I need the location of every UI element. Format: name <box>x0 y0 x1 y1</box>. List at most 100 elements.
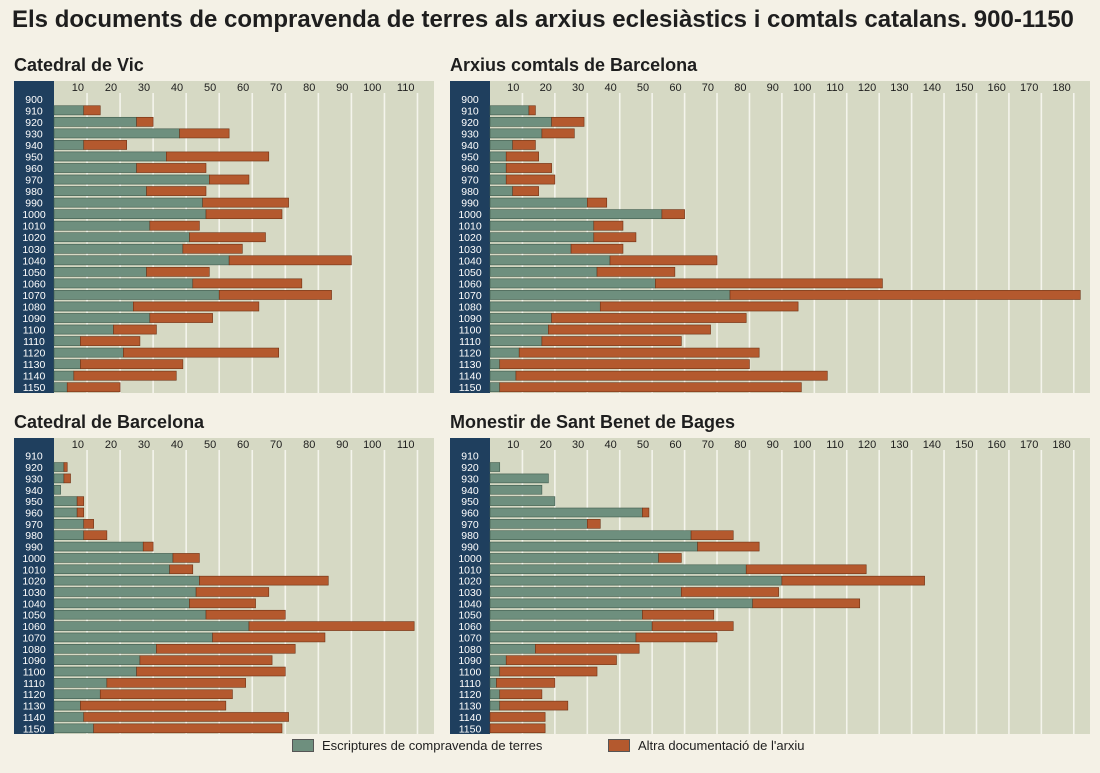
bar-sales <box>489 347 520 358</box>
bar-sales <box>489 462 501 472</box>
bar-other <box>142 541 154 552</box>
category-label: 980 <box>25 530 43 542</box>
bar-sales <box>489 266 598 277</box>
x-tick-label: 100 <box>363 82 381 94</box>
x-tick-label: 100 <box>793 439 811 451</box>
bar-other <box>136 666 286 677</box>
category-label: 1060 <box>458 621 482 633</box>
x-tick-label: 140 <box>923 82 941 94</box>
bar-other <box>635 632 718 643</box>
category-axis-band <box>450 81 490 393</box>
x-tick-label: 80 <box>303 82 315 94</box>
bar-other <box>179 128 230 139</box>
bar-sales <box>53 336 81 346</box>
bar-other <box>73 370 177 381</box>
bar-sales <box>489 290 731 300</box>
bar-other <box>655 278 883 289</box>
category-label: 1010 <box>22 564 46 576</box>
category-label: 970 <box>25 519 43 531</box>
bar-sales <box>489 700 501 711</box>
bar-other <box>209 174 250 185</box>
x-tick-label: 90 <box>767 82 779 94</box>
x-tick-label: 80 <box>303 439 315 451</box>
chart-panel-catedral-de-barcelona: Catedral de Barcelona 10 20 30 40 50 60 70 80 90… <box>14 412 434 735</box>
x-tick-label: 50 <box>204 439 216 451</box>
bar-other <box>248 621 415 631</box>
bar-sales <box>53 278 194 289</box>
bar-sales <box>489 484 543 495</box>
bar-sales <box>53 197 203 208</box>
category-label: 970 <box>461 175 479 187</box>
bar-sales <box>53 519 85 529</box>
bar-other <box>205 609 286 620</box>
bar-other <box>76 507 85 518</box>
bar-sales <box>53 632 213 643</box>
bar-sales <box>489 575 783 586</box>
bar-sales <box>53 484 61 495</box>
category-label: 980 <box>461 530 479 542</box>
bar-other <box>593 232 637 243</box>
x-tick-label: 50 <box>204 82 216 94</box>
bar-sales <box>489 473 549 484</box>
panel-title: Catedral de Barcelona <box>14 412 205 432</box>
category-label: 1070 <box>458 290 482 302</box>
category-label: 990 <box>25 542 43 554</box>
category-label: 1040 <box>22 255 46 267</box>
bar-other <box>548 324 711 335</box>
main-title: Els documents de compravenda de terres a… <box>12 6 1074 33</box>
bar-other <box>642 609 715 620</box>
bar-sales <box>489 336 543 346</box>
category-label: 1050 <box>22 610 46 622</box>
x-tick-label: 20 <box>540 82 552 94</box>
bar-other <box>93 723 283 734</box>
bar-sales <box>53 553 174 563</box>
category-label: 900 <box>461 94 479 106</box>
bar-other <box>489 712 546 722</box>
bar-sales <box>53 655 141 665</box>
bar-other <box>80 700 227 711</box>
category-label: 1000 <box>22 209 46 221</box>
bar-sales <box>53 301 134 312</box>
category-label: 960 <box>461 507 479 519</box>
x-tick-label: 60 <box>237 439 249 451</box>
x-tick-label: 10 <box>507 82 519 94</box>
bar-other <box>189 598 256 609</box>
x-tick-label: 40 <box>171 82 183 94</box>
x-tick-label: 40 <box>604 439 616 451</box>
category-label: 1090 <box>22 313 46 325</box>
category-label: 1150 <box>23 723 46 735</box>
x-tick-label: 180 <box>1052 439 1070 451</box>
bar-sales <box>53 116 137 127</box>
bar-sales <box>489 186 514 196</box>
x-tick-label: 60 <box>669 82 681 94</box>
bar-sales <box>489 209 663 220</box>
bar-sales <box>489 382 501 393</box>
category-label: 1140 <box>459 371 482 383</box>
bar-other <box>681 587 779 597</box>
bar-other <box>658 553 682 563</box>
bar-other <box>63 462 68 472</box>
category-label: 940 <box>461 140 479 152</box>
category-label: 1120 <box>23 689 46 701</box>
x-tick-label: 60 <box>669 439 681 451</box>
bar-sales <box>53 370 75 381</box>
category-label: 1090 <box>22 655 46 667</box>
category-label: 1030 <box>458 244 482 256</box>
x-tick-label: 130 <box>890 82 908 94</box>
bar-other <box>690 530 734 540</box>
bar-sales <box>489 678 497 688</box>
category-label: 920 <box>25 117 43 129</box>
bar-sales <box>489 609 643 620</box>
category-axis-band <box>14 438 54 734</box>
category-label: 930 <box>461 128 479 140</box>
category-label: 940 <box>461 485 479 497</box>
x-tick-label: 110 <box>826 82 844 94</box>
x-tick-label: 100 <box>363 439 381 451</box>
x-tick-label: 70 <box>270 439 282 451</box>
bar-other <box>596 266 676 277</box>
bar-other <box>83 519 94 529</box>
bar-sales <box>489 301 601 312</box>
panel-title: Monestir de Sant Benet de Bages <box>450 412 736 432</box>
bar-sales <box>53 530 85 540</box>
category-label: 1110 <box>23 678 45 690</box>
